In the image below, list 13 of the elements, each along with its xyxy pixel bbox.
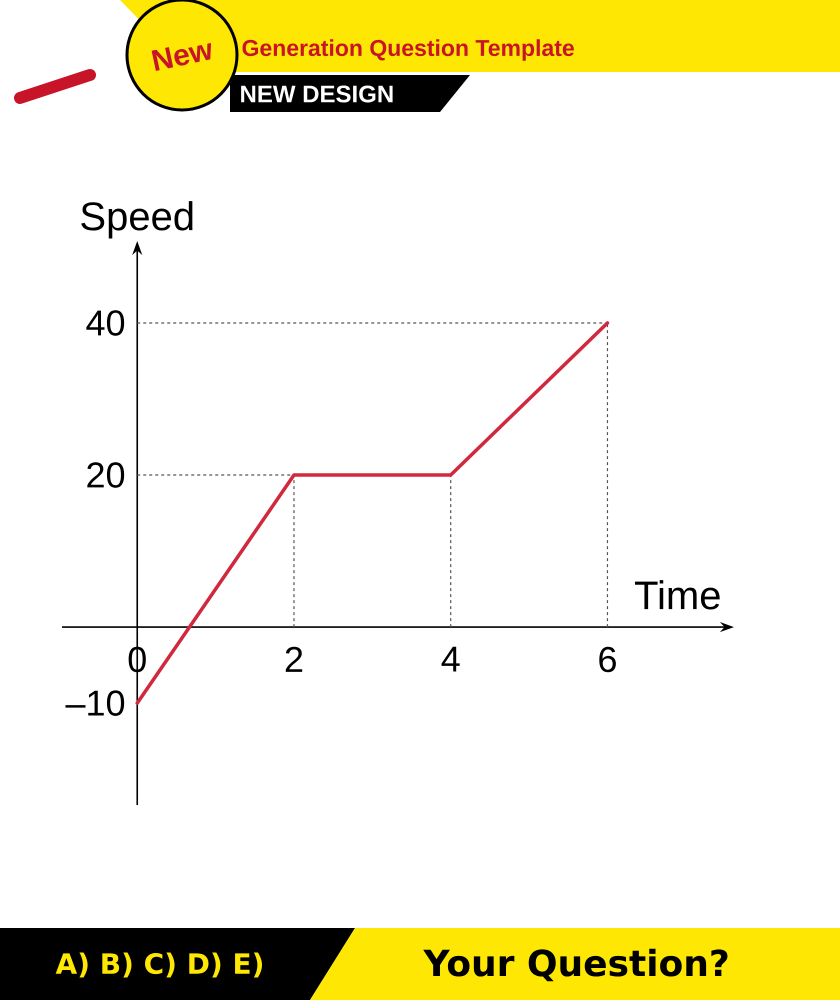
x-tick-label: 2 [286,646,302,672]
text: New [152,43,212,71]
text: Your Question? [423,948,728,982]
text: NEW DESIGN [241,85,393,102]
x-tick-label: 6 [599,646,616,672]
y-tick-label: 20 [87,462,124,488]
text: Generation Question Template [242,39,574,61]
x-axis-title: Time [634,580,720,610]
y-axis-title: Speed [81,201,192,238]
y-tick-label: 40 [86,310,124,336]
x-tick-label: 4 [442,646,460,672]
text: A) B) C) D) E) [56,952,262,978]
y-tick-label: –10 [66,690,124,716]
